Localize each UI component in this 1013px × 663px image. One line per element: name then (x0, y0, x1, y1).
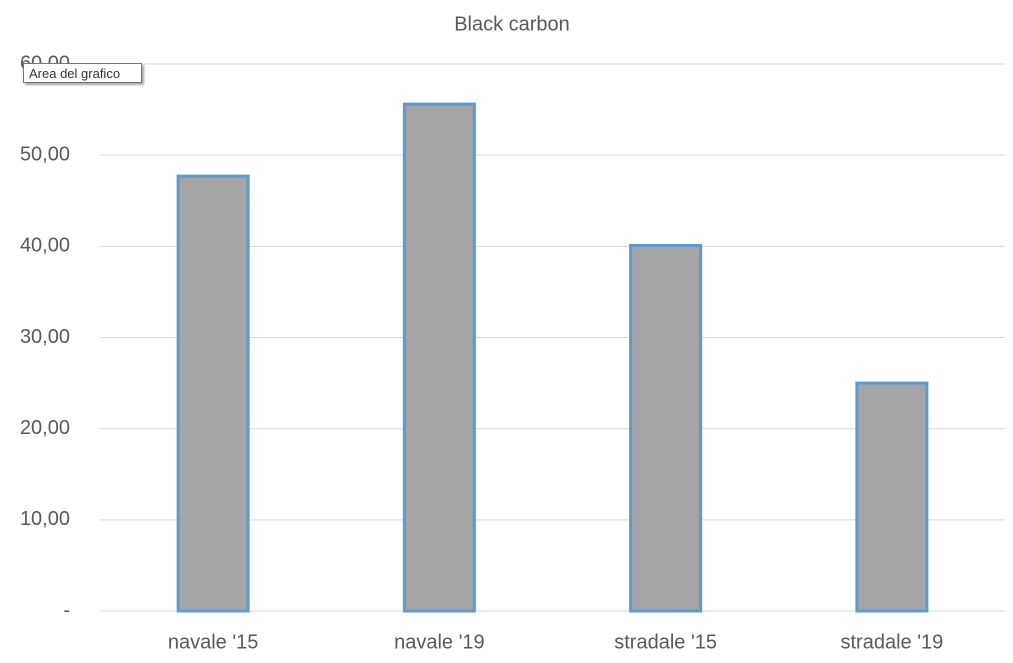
chart-title: Black carbon (454, 13, 570, 35)
bar (629, 243, 703, 613)
y-tick-label: 10,00 (20, 508, 70, 530)
y-tick-label: 30,00 (20, 326, 70, 348)
x-tick-label: stradale '15 (614, 631, 717, 653)
x-tick-label: navale '19 (394, 631, 485, 653)
y-tick-label: 20,00 (20, 417, 70, 439)
y-tick-label: 50,00 (20, 143, 70, 165)
tooltip: Area del grafico (23, 63, 142, 83)
x-tick-label: stradale '19 (840, 631, 943, 653)
bar (176, 174, 250, 613)
y-tick-label: - (63, 599, 70, 621)
x-tick-label: navale '15 (168, 631, 259, 653)
bar (402, 102, 476, 613)
y-tick-label: 40,00 (20, 235, 70, 257)
bar (855, 381, 929, 613)
